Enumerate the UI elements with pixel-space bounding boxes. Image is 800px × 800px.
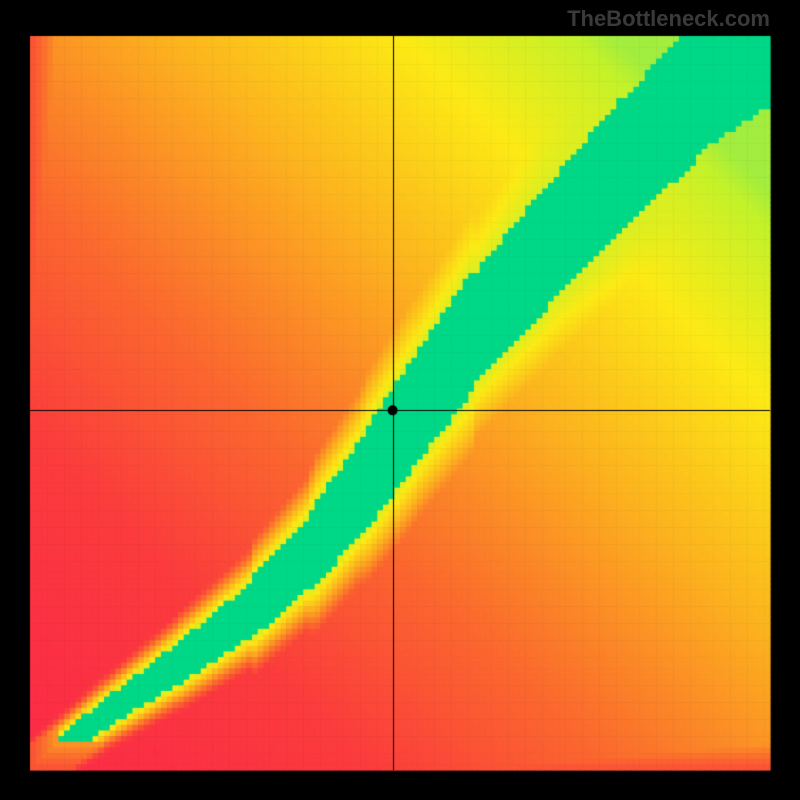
bottleneck-heatmap (0, 0, 800, 800)
chart-container: { "watermark": { "text": "TheBottleneck.… (0, 0, 800, 800)
watermark-text: TheBottleneck.com (567, 6, 770, 32)
